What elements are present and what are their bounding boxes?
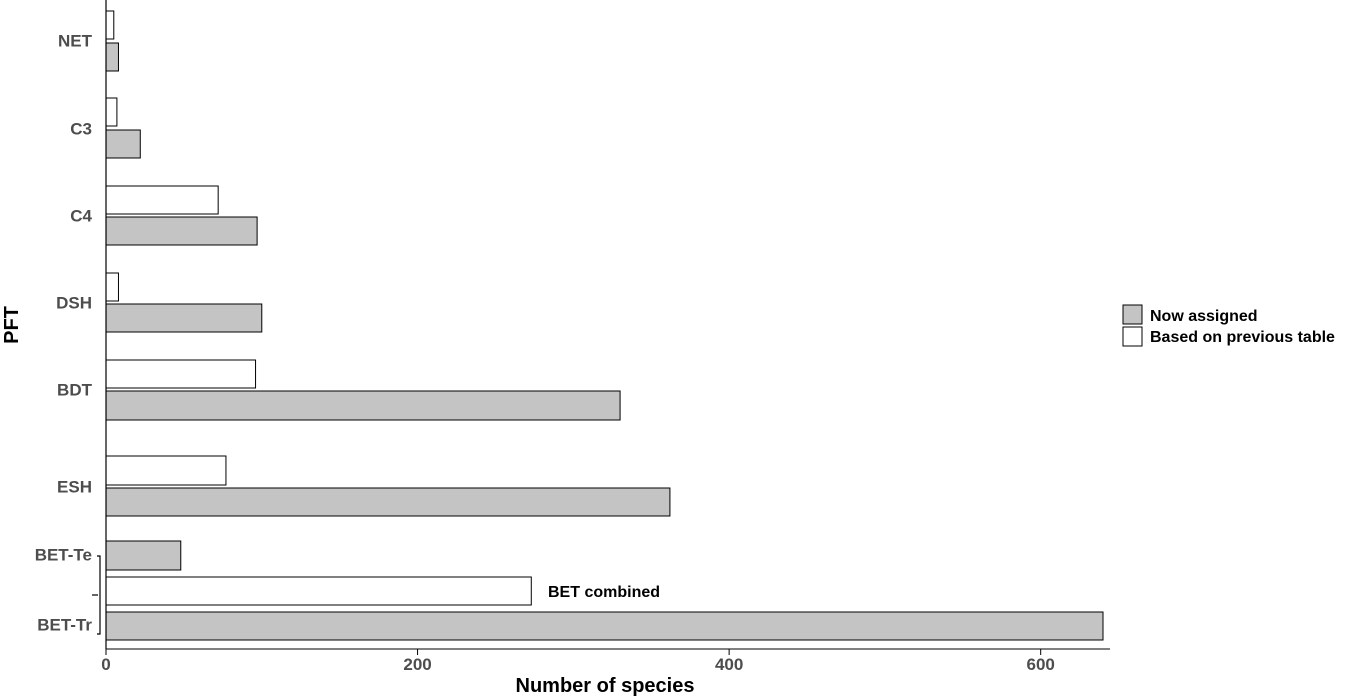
bar-now-bdt — [105, 390, 621, 421]
y-axis-title: PFT — [1, 306, 23, 344]
x-ticks: 0 200 400 600 — [101, 649, 1055, 674]
legend-label-previous-table: Based on previous table — [1150, 329, 1335, 346]
y-tick-label-esh: ESH — [57, 477, 92, 496]
bar-previous-c3 — [105, 97, 118, 127]
bet-combined-label: BET combined — [548, 584, 660, 601]
bar-previous-esh — [105, 455, 227, 486]
x-tick-label-600: 600 — [1027, 655, 1055, 674]
x-axis-title: Number of species — [516, 675, 695, 697]
bar-previous-dsh — [105, 272, 119, 302]
bar-now-bet-te — [105, 540, 182, 571]
bet-combined-bracket — [92, 555, 101, 635]
x-tick-label-0: 0 — [101, 655, 110, 674]
legend: Now assigned Based on previous table — [1122, 304, 1335, 347]
bar-previous-net — [105, 10, 115, 40]
y-tick-labels: NET C3 C4 DSH BDT ESH BET-Te BET-Tr — [35, 31, 93, 634]
y-tick-label-dsh: DSH — [56, 293, 92, 312]
y-tick-label-bdt: BDT — [57, 380, 93, 399]
legend-swatch-previous-table — [1122, 326, 1143, 347]
bar-now-c4 — [105, 216, 258, 246]
bar-now-dsh — [105, 303, 263, 333]
x-tick-label-200: 200 — [403, 655, 431, 674]
legend-label-now-assigned: Now assigned — [1150, 308, 1258, 325]
y-tick-label-c4: C4 — [70, 206, 92, 225]
bar-now-esh — [105, 487, 671, 517]
bar-now-bet-tr — [105, 611, 1104, 641]
bar-now-c3 — [105, 129, 141, 159]
bar-previous-bdt — [105, 359, 257, 389]
bar-now-net — [105, 42, 119, 72]
y-tick-label-bet-te: BET-Te — [35, 545, 92, 564]
legend-swatch-now-assigned — [1122, 304, 1143, 325]
y-tick-label-net: NET — [58, 31, 93, 50]
bars — [105, 10, 1104, 641]
y-tick-label-c3: C3 — [70, 119, 92, 138]
x-tick-label-400: 400 — [715, 655, 743, 674]
bar-previous-bet-combined — [105, 576, 532, 606]
y-tick-label-bet-tr: BET-Tr — [37, 615, 92, 634]
bar-previous-c4 — [105, 185, 219, 215]
